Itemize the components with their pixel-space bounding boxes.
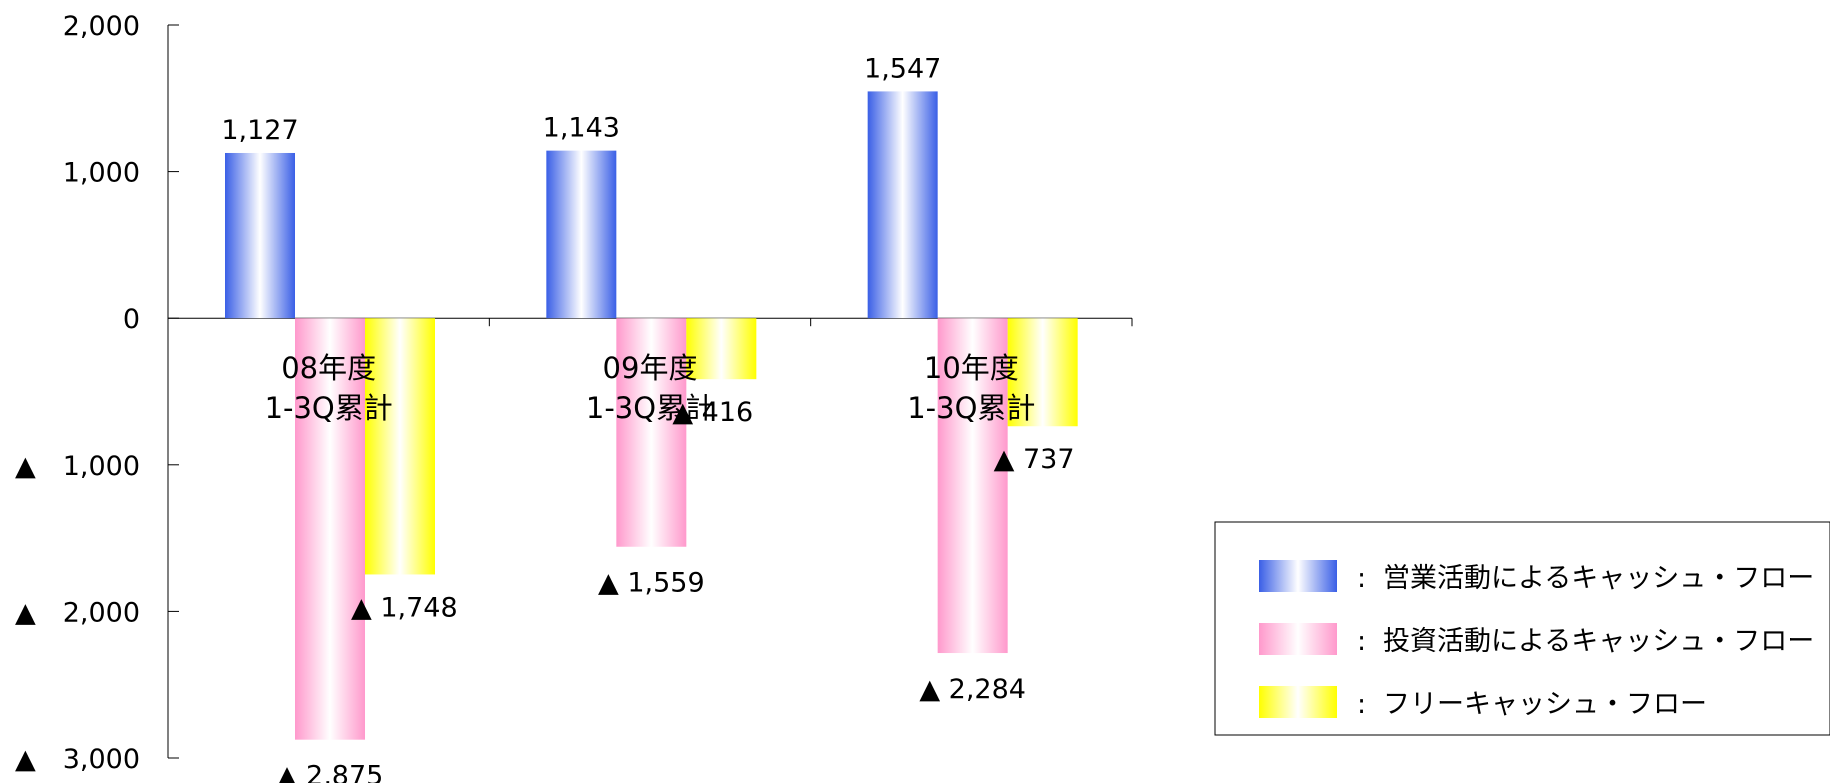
legend-swatch-3 [1259, 686, 1337, 718]
data-label: ▲ 2,284 [919, 674, 1026, 705]
y-tick-label: 0 [123, 304, 140, 335]
data-label: ▲ 416 [672, 397, 753, 428]
legend-label: フリーキャッシュ・フロー [1383, 689, 1707, 720]
y-tick-label-marker: ▲ [15, 597, 36, 628]
data-label: ▲ 1,559 [598, 568, 705, 599]
category-label-line: 08年度 [281, 351, 376, 385]
bar-1-3 [867, 91, 938, 319]
legend-label: 営業活動によるキャッシュ・フロー [1383, 563, 1814, 594]
data-label: ▲ 2,875 [277, 761, 384, 783]
category-label-line: 1-3Q累計 [265, 391, 393, 425]
data-label: ▲ 737 [994, 444, 1075, 475]
category-label-line: 1-3Q累計 [907, 391, 1035, 425]
bar-2-3 [937, 318, 1008, 654]
data-labels: 08年度 1-3Q累計 09年度 1-3Q累計 10年度 1-3Q累計 1,127 1,143… [221, 53, 1074, 783]
category-label: 09年度 1-3Q累計 [586, 351, 714, 425]
category-label: 08年度 1-3Q累計 [265, 351, 393, 425]
legend-label: 投資活動によるキャッシュ・フロー [1383, 626, 1814, 657]
legend: : 営業活動によるキャッシュ・フロー: 投資活動によるキャッシュ・フロー: フリーキャ… [1214, 521, 1830, 736]
bar-1-2 [546, 150, 617, 319]
data-label: ▲ 1,748 [351, 592, 458, 623]
data-label: 1,143 [543, 113, 620, 144]
data-label: 1,127 [221, 115, 298, 146]
legend-swatch-2 [1259, 623, 1337, 655]
legend-label-prefix: : [1357, 689, 1366, 720]
bar-2-2 [616, 318, 687, 547]
y-tick-label: 2,000 [63, 597, 140, 628]
data-label: 1,547 [864, 53, 941, 84]
y-tick-label: 2,000 [63, 11, 140, 42]
y-tick-label: 1,000 [63, 158, 140, 189]
bar-1-1 [225, 152, 295, 319]
bar-3-2 [686, 318, 757, 380]
bar-2-1 [295, 318, 365, 740]
legend-label-prefix: : [1357, 626, 1366, 657]
legend-swatch-1 [1259, 560, 1337, 592]
legend-label-prefix: : [1357, 563, 1366, 594]
bar-3-1 [365, 318, 435, 575]
bars [225, 91, 1078, 740]
y-tick-label-marker: ▲ [15, 744, 36, 775]
bar-3-3 [1007, 318, 1078, 427]
category-label-line: 10年度 [924, 351, 1019, 385]
y-tick-label: 1,000 [63, 451, 140, 482]
category-label-line: 1-3Q累計 [586, 391, 714, 425]
y-tick-label-marker: ▲ [15, 451, 36, 482]
category-label: 10年度 1-3Q累計 [907, 351, 1035, 425]
y-tick-label: 3,000 [63, 744, 140, 775]
category-label-line: 09年度 [603, 351, 698, 385]
